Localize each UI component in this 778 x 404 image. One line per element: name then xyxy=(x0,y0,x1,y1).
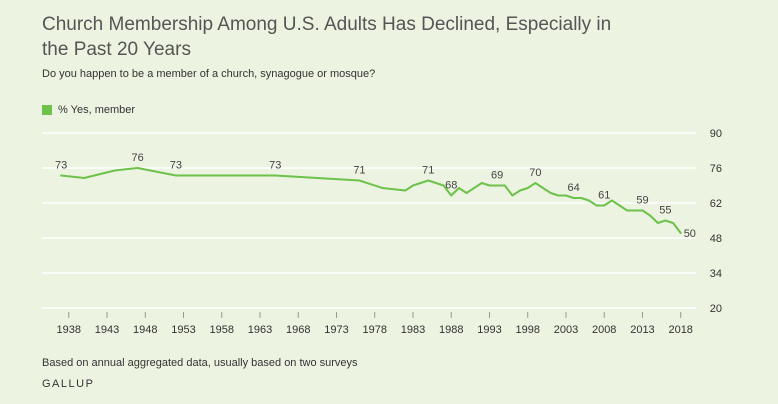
data-label: 76 xyxy=(131,152,143,164)
x-tick-label: 1973 xyxy=(324,324,348,336)
x-tick-label: 1998 xyxy=(515,324,539,336)
data-label: 73 xyxy=(269,160,281,172)
x-tick-label: 2008 xyxy=(592,324,616,336)
y-tick-label: 34 xyxy=(710,268,722,280)
x-tick-label: 1968 xyxy=(286,324,310,336)
x-tick-label: 2018 xyxy=(668,324,692,336)
legend: % Yes, member xyxy=(42,104,135,116)
data-label: 73 xyxy=(55,160,67,172)
x-tick-label: 1943 xyxy=(95,324,119,336)
x-tick-label: 1978 xyxy=(362,324,386,336)
series-layer xyxy=(60,167,682,234)
y-tick-label: 48 xyxy=(710,233,722,245)
data-label: 69 xyxy=(491,170,503,182)
footnote: Based on annual aggregated data, usually… xyxy=(42,357,358,369)
y-tick-label: 76 xyxy=(710,163,722,175)
grid-lines xyxy=(42,132,696,309)
x-tick-label: 2003 xyxy=(554,324,578,336)
data-label: 59 xyxy=(636,195,648,207)
data-label: 68 xyxy=(445,180,457,192)
data-label: 55 xyxy=(659,205,671,217)
data-label: 71 xyxy=(353,165,365,177)
x-tick-label: 1953 xyxy=(171,324,195,336)
x-tick-label: 1983 xyxy=(401,324,425,336)
data-label: 73 xyxy=(170,160,182,172)
chart-title: Church Membership Among U.S. Adults Has … xyxy=(42,14,612,60)
x-tick-label: 1948 xyxy=(133,324,157,336)
x-axis: 1938 1943 1948 1953 1958 1963 1968 1973 1978 1983… xyxy=(57,312,693,336)
y-tick-label: 62 xyxy=(710,198,722,210)
legend-swatch xyxy=(42,105,52,115)
legend-label: % Yes, member xyxy=(58,104,136,116)
chart-subtitle: Do you happen to be a member of a church… xyxy=(42,68,376,80)
data-label: 70 xyxy=(529,167,541,179)
y-tick-label: 20 xyxy=(710,303,722,315)
source-brand: GALLUP xyxy=(42,378,95,390)
x-tick-label: 1988 xyxy=(439,324,463,336)
series-line xyxy=(60,167,682,234)
x-tick-label: 1993 xyxy=(477,324,501,336)
data-label: 61 xyxy=(598,190,610,202)
data-label: 50 xyxy=(684,228,696,240)
x-tick-label: 1958 xyxy=(210,324,234,336)
y-tick-label: 90 xyxy=(710,128,722,140)
data-labels: 73 76 73 73 71 71 68 69 70 64 61 59 55 50 xyxy=(55,152,696,240)
x-tick-label: 1963 xyxy=(248,324,272,336)
y-axis: 20 34 48 62 76 90 xyxy=(710,128,722,315)
x-tick-label: 1938 xyxy=(57,324,81,336)
data-label: 71 xyxy=(422,165,434,177)
x-tick-label: 2013 xyxy=(630,324,654,336)
data-label: 64 xyxy=(567,182,579,194)
